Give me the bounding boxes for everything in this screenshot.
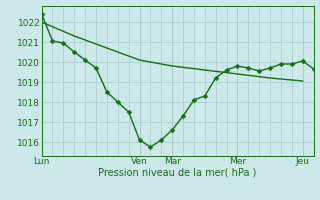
X-axis label: Pression niveau de la mer( hPa ): Pression niveau de la mer( hPa ) (99, 168, 257, 178)
